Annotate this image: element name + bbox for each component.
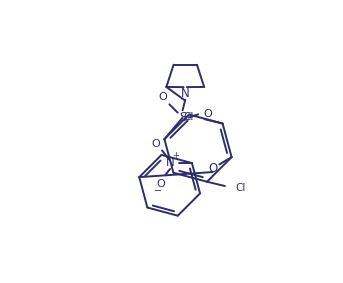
Text: O: O (152, 139, 161, 149)
Text: O: O (158, 92, 167, 102)
Text: +: + (172, 151, 179, 160)
Text: O: O (156, 179, 165, 188)
Text: Cl: Cl (236, 183, 246, 193)
Text: N: N (166, 156, 175, 169)
Text: O: O (208, 162, 217, 175)
Text: N: N (181, 87, 190, 100)
Text: −: − (154, 186, 163, 196)
Text: S: S (179, 111, 186, 124)
Text: Cl: Cl (184, 112, 194, 122)
Text: O: O (204, 109, 213, 119)
